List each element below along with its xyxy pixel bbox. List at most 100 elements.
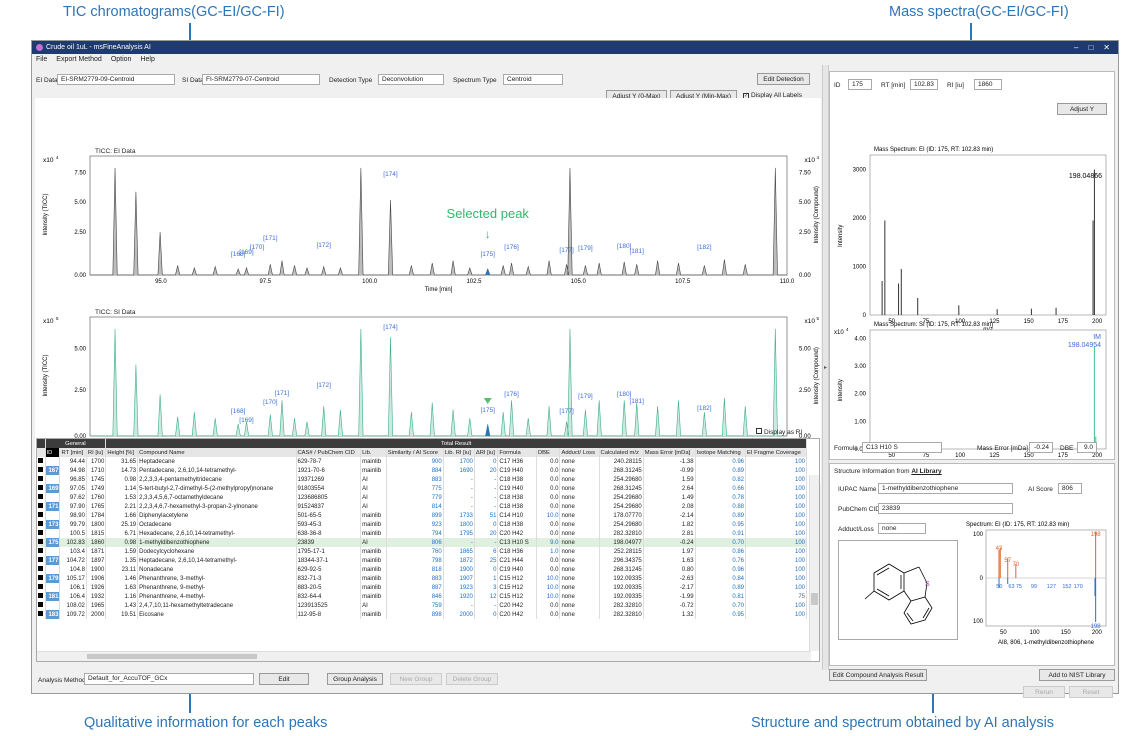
rt-field[interactable]: 102.83: [910, 79, 938, 90]
table-row[interactable]: 168 96.85 1745 0.98 2,2,3,3,4-pentamethyltri…: [37, 475, 807, 484]
pubchem-cid-field[interactable]: 23839: [878, 503, 1013, 514]
edit-detection-button[interactable]: Edit Detection: [757, 73, 810, 85]
si-data-field[interactable]: FI-SRM2779-07-Centroid: [202, 74, 320, 85]
add-to-nist-button[interactable]: Add to NIST Library: [1039, 669, 1115, 681]
column-header[interactable]: ID: [45, 448, 60, 457]
table-cell: 0.76: [695, 556, 745, 565]
column-header[interactable]: Height [%]: [106, 448, 138, 457]
column-header[interactable]: Mass Error [mDa]: [643, 448, 695, 457]
column-header[interactable]: Isotope Matching: [695, 448, 745, 457]
mini-top-label: 57: [1004, 558, 1011, 564]
id-field[interactable]: 175: [848, 79, 872, 90]
row-marker-icon: [38, 485, 43, 490]
new-group-button[interactable]: New Group: [390, 673, 442, 685]
edit-method-button[interactable]: Edit: [259, 673, 309, 685]
table-cell: 10.0: [536, 574, 560, 583]
table-cell: 100: [746, 583, 807, 592]
ri-field[interactable]: 1860: [974, 79, 1002, 90]
table-row[interactable]: 175 102.83 1860 0.98 1-methyldibenzothiophen…: [37, 538, 807, 547]
table-row[interactable]: 171 97.90 1765 2.21 2,2,3,4,6,7-hexamethyl-3…: [37, 502, 807, 511]
menu-option[interactable]: Option: [111, 56, 132, 63]
column-header[interactable]: Calculated m/z: [599, 448, 643, 457]
table-cell: AI: [361, 484, 387, 493]
table-cell: -: [443, 475, 474, 484]
hscroll-thumb[interactable]: [87, 654, 257, 659]
table-cell: 100.5: [60, 529, 86, 538]
table-row[interactable]: 170 97.62 1760 1.53 2,3,3,4,5,6,7-octamethyl…: [37, 493, 807, 502]
detection-type-field[interactable]: Deconvolution: [378, 74, 444, 85]
iupac-field[interactable]: 1-methyldibenzothiophene: [878, 483, 1013, 494]
spectrum-type-field[interactable]: Centroid: [503, 74, 563, 85]
mass-error-field[interactable]: -0.24: [1029, 442, 1053, 453]
dbe-field[interactable]: 9.0: [1077, 442, 1097, 453]
column-header[interactable]: CAS# / PubChem CID: [296, 448, 361, 457]
menu-help[interactable]: Help: [140, 56, 154, 63]
rerun-button[interactable]: Rerun: [1023, 686, 1065, 698]
table-row[interactable]: 174 100.5 1815 6.71 Hexadecane, 2,6,10,14-te…: [37, 529, 807, 538]
table-row[interactable]: 169 97.05 1749 1.14 5-tert-butyl-2,7-dimethy…: [37, 484, 807, 493]
column-header[interactable]: RI [iu]: [86, 448, 105, 457]
table-row[interactable]: 181 106.4 1932 1.16 Phenanthrene, 4-methyl- 8…: [37, 592, 807, 601]
table-row[interactable]: 183 109.72 2000 19.51 Eicosane 112-95-8 mainli…: [37, 610, 807, 619]
table-cell: 0.0: [536, 457, 560, 466]
ai-score-field[interactable]: 806: [1058, 483, 1082, 494]
column-header[interactable]: Formula: [498, 448, 537, 457]
table-row[interactable]: 178 104.8 1900 23.11 Nonadecane 629-92-5 mainl…: [37, 565, 807, 574]
group-analysis-button[interactable]: Group Analysis: [327, 673, 383, 685]
table-cell: AI: [361, 493, 387, 502]
analysis-method-field[interactable]: Default_for_AccuTOF_GCx: [84, 673, 254, 685]
delete-group-button[interactable]: Delete Group: [446, 673, 498, 685]
reset-button[interactable]: Reset: [1069, 686, 1113, 698]
table-row[interactable]: 167 94.98 1710 14.73 Pentadecane, 2,6,10,14-…: [37, 466, 807, 475]
table-cell: 254.29680: [599, 502, 643, 511]
table-row[interactable]: 166 94.44 1700 31.65 Heptadecane 629-78-7 main…: [37, 457, 807, 466]
ei-data-field[interactable]: EI-SRM2779-09-Centroid: [57, 74, 175, 85]
table-horizontal-scrollbar[interactable]: [37, 651, 811, 661]
column-header[interactable]: Compound Name: [138, 448, 296, 457]
table-row[interactable]: 182 108.02 1965 1.43 2,4,7,10,11-hexamethylt…: [37, 601, 807, 610]
tic-ei-xtick: 110.0: [780, 279, 795, 285]
maximize-button[interactable]: □: [1088, 43, 1093, 52]
mini-mid-label: 99: [1031, 584, 1037, 590]
table-vertical-scrollbar[interactable]: [809, 475, 819, 651]
menu-export-method[interactable]: Export Method: [56, 56, 102, 63]
app-window: Crude oil 1uL - msFineAnalysis AI – □ ✕ …: [31, 40, 1119, 694]
menu-file[interactable]: File: [36, 56, 47, 63]
column-header[interactable]: Adduct/ Loss: [560, 448, 599, 457]
table-row[interactable]: 173 99.79 1800 25.19 Octadecane 593-45-3 mainl…: [37, 520, 807, 529]
column-header[interactable]: ΔRI [iu]: [474, 448, 498, 457]
display-as-ri-checkbox[interactable]: Display as RI: [756, 428, 802, 436]
tic-ei-xlabel: Time [min]: [425, 287, 453, 293]
column-header[interactable]: RT [min]: [60, 448, 86, 457]
table-cell: C19 H40: [498, 484, 537, 493]
ai-library-link[interactable]: AI Library: [911, 468, 941, 475]
scrollbar-thumb[interactable]: [811, 593, 818, 605]
ms-ei-peak-label: 198.04866: [1069, 173, 1102, 180]
formula-field[interactable]: C13 H10 S: [862, 442, 942, 453]
table-row[interactable]: 176 103.4 1871 1.59 Dodecylcyclohexane 1795-1…: [37, 547, 807, 556]
minimize-button[interactable]: –: [1074, 43, 1078, 52]
close-button[interactable]: ✕: [1103, 43, 1110, 52]
table-row[interactable]: 177 104.72 1897 1.35 Heptadecane, 2,6,10,14-…: [37, 556, 807, 565]
adduct-loss-field[interactable]: none: [878, 523, 926, 534]
table-row[interactable]: 179 105.17 1906 1.46 Phenanthrene, 3-methyl-…: [37, 574, 807, 583]
column-header[interactable]: Lib. RI [iu]: [443, 448, 474, 457]
column-header[interactable]: EI Fragme Coverage: [746, 448, 807, 457]
table-cell: mainlib: [361, 466, 387, 475]
iupac-label: IUPAC Name: [838, 486, 877, 493]
table-cell: 629-92-5: [296, 565, 361, 574]
table-cell: Pentadecane, 2,6,10,14-tetramethyl-: [138, 466, 296, 475]
column-header[interactable]: Lib.: [361, 448, 387, 457]
adjust-y-button[interactable]: Adjust Y: [1057, 103, 1107, 115]
table-cell: Phenanthrene, 4-methyl-: [138, 592, 296, 601]
column-header[interactable]: DBE: [536, 448, 560, 457]
menu-bar: File Export Method Option Help: [32, 54, 1118, 64]
panel-splitter[interactable]: ▸: [822, 65, 829, 670]
table-cell: 240.28115: [599, 457, 643, 466]
column-header[interactable]: Similarity / AI Score: [386, 448, 443, 457]
table-row[interactable]: 180 106.1 1926 1.63 Phenanthrene, 9-methyl- 8…: [37, 583, 807, 592]
edit-compound-analysis-button[interactable]: Edit Compound Analysis Result: [829, 669, 927, 681]
tic-si-yrtick: 2.50: [799, 388, 811, 394]
table-cell: 1760: [86, 493, 105, 502]
table-row[interactable]: 172 98.90 1784 1.66 Diphenylacetylene 501-65-…: [37, 511, 807, 520]
